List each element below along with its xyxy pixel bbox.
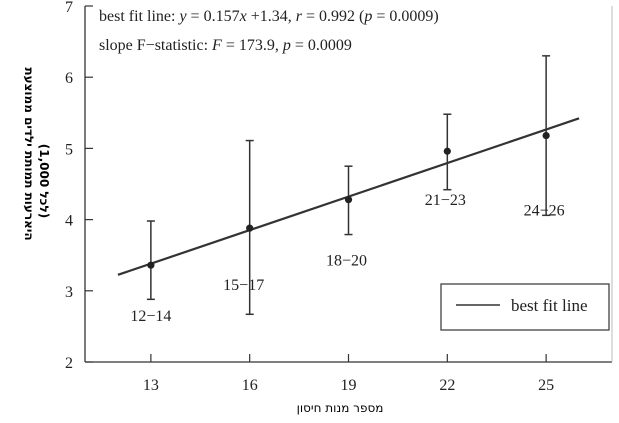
y-tick-label: 7: [65, 0, 73, 16]
x-tick-label: 16: [242, 377, 258, 394]
legend: best fit line: [440, 283, 610, 331]
point-label: 18−20: [326, 253, 367, 270]
point-label: 15−17: [223, 277, 264, 294]
legend-box: [440, 283, 610, 331]
x-tick-label: 19: [341, 377, 357, 394]
y-axis-label: היארעות תמותת ילדים ממוצעת: [22, 67, 36, 240]
data-point: [246, 224, 254, 232]
y-axis-label-unit: (לכל 1,000): [37, 144, 51, 218]
x-tick-label: 22: [439, 377, 455, 394]
y-tick-label: 4: [65, 213, 73, 230]
annotation-fit-equation: best fit line: y = 0.157x +1.34, r = 0.9…: [99, 8, 439, 25]
data-point: [344, 196, 353, 204]
y-tick-label: 3: [65, 284, 73, 301]
annotation-f-statistic: slope F−statistic: F = 173.9, p = 0.0009: [99, 37, 352, 54]
y-tick-label: 2: [65, 355, 73, 372]
y-axis-ticks: 2 3 4 5 6 7: [65, 0, 93, 372]
point-label: 24−26: [524, 203, 565, 220]
x-tick-label: 13: [143, 377, 159, 394]
data-point: [147, 261, 155, 269]
data-points: 12−14 15−17 18−20 21−23 24−26: [130, 55, 565, 325]
point-label: 12−14: [130, 308, 171, 325]
x-axis-label: מספר מנות חיסון: [297, 401, 384, 415]
data-point: [443, 147, 451, 155]
y-tick-label: 6: [65, 70, 73, 87]
legend-label: best fit line: [511, 296, 587, 315]
x-tick-label: 25: [538, 377, 554, 394]
x-axis-ticks: 13 16 19 22 25: [143, 354, 554, 394]
point-label: 21−23: [425, 192, 466, 209]
data-point: [542, 131, 550, 140]
y-tick-label: 5: [65, 141, 73, 158]
